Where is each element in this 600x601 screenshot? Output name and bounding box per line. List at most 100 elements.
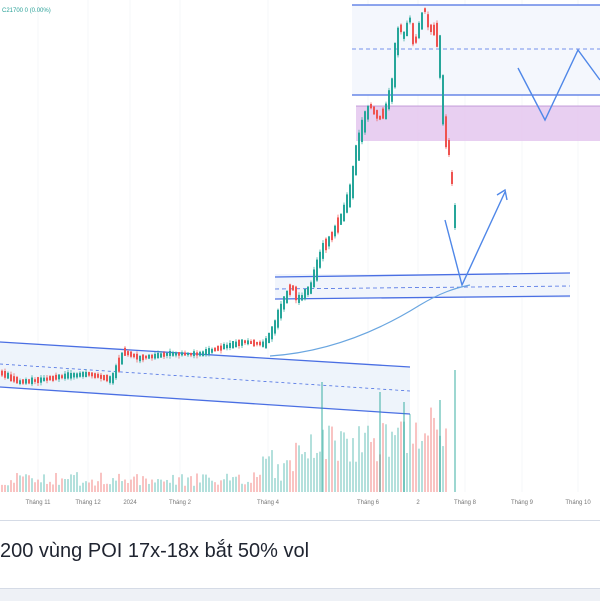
volume-bar: [175, 484, 177, 492]
candle-body: [250, 341, 252, 345]
volume-bar: [4, 484, 6, 492]
volume-bar: [367, 425, 369, 492]
volume-bar: [88, 482, 90, 492]
candle-body: [289, 284, 291, 295]
candle-body: [388, 90, 390, 110]
candle-body: [337, 217, 339, 233]
volume-bar: [388, 456, 390, 492]
volume-bar: [7, 485, 9, 492]
x-axis: Tháng 11 Tháng 12 2024 Tháng 2 Tháng 4 Tháng …: [26, 500, 592, 506]
volume-bar: [46, 483, 48, 492]
caption-text: 200 vùng POI 17x-18x bắt 50% vol: [0, 540, 310, 562]
volume-bar: [82, 482, 84, 492]
support-zone-fill: [275, 274, 570, 298]
x-tick-label: Tháng 2: [169, 500, 192, 506]
support-zone-mid: [274, 285, 571, 290]
volume-bar: [301, 454, 303, 492]
candle-body: [367, 106, 369, 120]
candle-body: [352, 165, 354, 199]
candle-body: [190, 352, 192, 356]
candle-body: [295, 286, 297, 301]
volume-bar: [349, 461, 351, 492]
volume-bar: [334, 440, 336, 492]
candle-body: [67, 372, 69, 379]
volume-bar: [193, 485, 195, 492]
candle-body: [73, 373, 75, 378]
candle-body: [160, 353, 162, 358]
candle-body: [229, 343, 231, 348]
candle-body: [118, 357, 120, 372]
volume-bar: [217, 484, 219, 492]
candle-body: [334, 225, 336, 237]
candle-body: [199, 351, 201, 356]
candle-body: [313, 269, 315, 288]
volume-bar: [184, 485, 186, 492]
x-tick-label: 2: [416, 500, 420, 506]
volume-bar: [433, 417, 435, 492]
volume-bar: [118, 473, 120, 492]
projection-arrow[interactable]: [444, 191, 506, 288]
volume-bar: [121, 481, 123, 492]
candle-body: [214, 347, 216, 352]
volume-bar: [109, 484, 111, 492]
volume-bar: [10, 480, 12, 492]
volume-bar: [259, 474, 261, 492]
candle-body: [43, 377, 45, 382]
candle-body: [340, 213, 342, 225]
candle-body: [25, 379, 27, 384]
candle-body: [178, 352, 180, 356]
candle-body: [382, 108, 384, 119]
volume-bar: [211, 480, 213, 492]
volume-bar: [154, 482, 156, 492]
volume-bar: [40, 482, 42, 492]
bottom-scroll-bar[interactable]: [0, 588, 600, 601]
volume-bar: [232, 477, 234, 492]
candle-body: [439, 35, 441, 78]
volume-bar: [244, 484, 246, 492]
volume-bar: [403, 421, 405, 492]
candle-body: [94, 373, 96, 378]
volume-bar: [400, 421, 402, 492]
candle-body: [85, 371, 87, 378]
candle-body: [307, 286, 309, 295]
volume-bar: [214, 482, 216, 492]
volume-bar: [253, 472, 255, 492]
volume-bar: [85, 481, 87, 492]
volume-bar: [316, 452, 318, 492]
candle-body: [145, 355, 147, 359]
volume-bar: [169, 482, 171, 492]
volume-bar: [321, 382, 323, 492]
volume-bar: [13, 482, 15, 492]
candle-body: [106, 375, 108, 382]
volume-bar: [385, 424, 387, 492]
candle-body: [298, 294, 300, 303]
top-zigzag-projection[interactable]: [517, 48, 600, 122]
candle-body: [379, 115, 381, 120]
candle-body: [100, 374, 102, 379]
channel-lower-line[interactable]: [0, 386, 411, 415]
candles: [1, 7, 456, 387]
candle-body: [46, 377, 48, 381]
volume-bar: [127, 482, 129, 492]
candle-body: [316, 259, 318, 281]
volume-bar: [199, 482, 201, 492]
candle-body: [31, 377, 33, 385]
support-zone-bottom[interactable]: [274, 295, 571, 300]
candle-body: [412, 23, 414, 45]
candle-body: [391, 78, 393, 102]
chart-area[interactable]: C21700 0 (0.00%) Tháng 11 Tháng 12 2024 Thá…: [0, 0, 600, 521]
support-zone-top[interactable]: [274, 272, 571, 278]
poi-zone[interactable]: [356, 106, 600, 141]
candle-body: [55, 374, 57, 380]
volume-bar: [16, 473, 18, 492]
candle-body: [397, 27, 399, 56]
candle-body: [112, 373, 114, 384]
volume-bar: [151, 479, 153, 492]
candle-body: [172, 352, 174, 356]
candle-body: [256, 341, 258, 345]
candle-body: [310, 282, 312, 294]
candle-body: [127, 351, 129, 356]
price-chart[interactable]: C21700 0 (0.00%) Tháng 11 Tháng 12 2024 Thá…: [0, 0, 600, 520]
candle-body: [262, 341, 264, 347]
volume-bar: [436, 429, 438, 492]
